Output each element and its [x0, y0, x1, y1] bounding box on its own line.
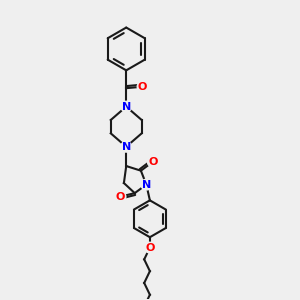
- Text: O: O: [145, 243, 154, 253]
- Text: O: O: [116, 192, 125, 202]
- Circle shape: [147, 156, 158, 167]
- Text: N: N: [122, 142, 131, 152]
- Text: O: O: [148, 157, 158, 167]
- Circle shape: [121, 141, 132, 152]
- Text: N: N: [142, 180, 151, 190]
- Circle shape: [121, 101, 132, 112]
- Text: N: N: [122, 102, 131, 112]
- Circle shape: [137, 81, 148, 92]
- Text: O: O: [138, 82, 147, 92]
- Circle shape: [145, 242, 155, 253]
- Circle shape: [115, 191, 126, 202]
- Circle shape: [141, 179, 152, 190]
